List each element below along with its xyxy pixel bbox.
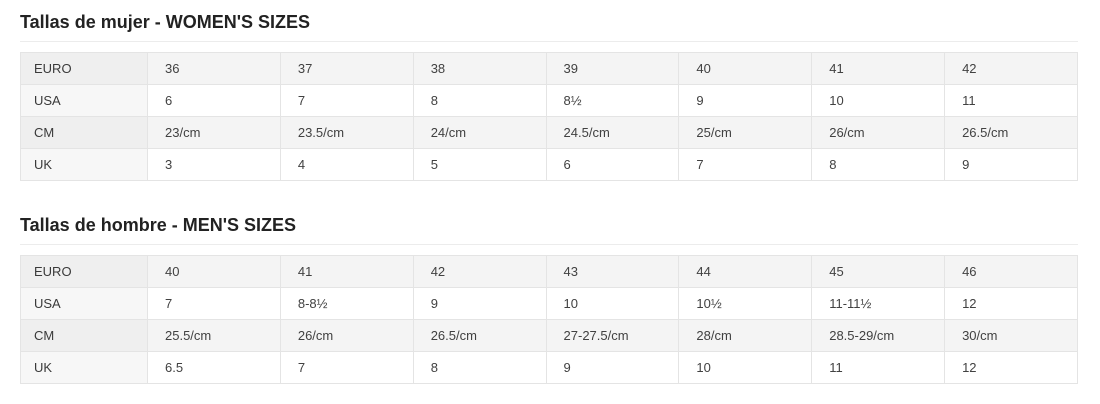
- size-cell: 6: [147, 84, 281, 117]
- size-cell: 23/cm: [147, 116, 281, 149]
- size-cell: 5: [412, 148, 547, 181]
- size-cell: 44: [678, 255, 813, 288]
- size-cell: 25.5/cm: [147, 319, 281, 352]
- row-label: CM: [20, 116, 148, 149]
- size-cell: 4: [279, 148, 414, 181]
- size-cell: 9: [678, 84, 813, 117]
- row-label: USA: [20, 84, 148, 117]
- size-cell: 36: [147, 52, 281, 85]
- size-cell: 24/cm: [412, 116, 547, 149]
- mens-sizes-title: Tallas de hombre - MEN'S SIZES: [20, 213, 1078, 245]
- size-cell: 26/cm: [279, 319, 414, 352]
- size-cell: 9: [545, 351, 680, 384]
- size-cell: 8: [412, 84, 547, 117]
- size-cell: 26.5/cm: [412, 319, 547, 352]
- section-mens-sizes: Tallas de hombre - MEN'S SIZES EURO 40 41 4…: [20, 213, 1078, 384]
- row-label: USA: [20, 287, 148, 320]
- size-cell: 43: [545, 255, 680, 288]
- size-cell: 8: [412, 351, 547, 384]
- size-cell: 9: [412, 287, 547, 320]
- section-womens-sizes: Tallas de mujer - WOMEN'S SIZES EURO 36 37…: [20, 10, 1078, 181]
- size-cell: 3: [147, 148, 281, 181]
- size-cell: 40: [147, 255, 281, 288]
- table-row: CM 23/cm 23.5/cm 24/cm 24.5/cm 25/cm 26/cm 26.5…: [20, 116, 1078, 149]
- row-label: UK: [20, 148, 148, 181]
- size-cell: 42: [944, 52, 1078, 85]
- size-cell: 42: [412, 255, 547, 288]
- size-cell: 10: [811, 84, 946, 117]
- womens-sizes-title: Tallas de mujer - WOMEN'S SIZES: [20, 10, 1078, 42]
- size-cell: 41: [279, 255, 414, 288]
- size-cell: 7: [678, 148, 813, 181]
- size-cell: 24.5/cm: [545, 116, 680, 149]
- size-cell: 25/cm: [678, 116, 813, 149]
- size-cell: 12: [944, 287, 1078, 320]
- size-cell: 26.5/cm: [944, 116, 1078, 149]
- table-row: UK 6.5 7 8 9 10 11 12: [20, 351, 1078, 384]
- size-cell: 41: [811, 52, 946, 85]
- size-cell: 10: [678, 351, 813, 384]
- size-cell: 26/cm: [811, 116, 946, 149]
- size-charts-content: Tallas de mujer - WOMEN'S SIZES EURO 36 37…: [20, 10, 1078, 384]
- size-cell: 27-27.5/cm: [545, 319, 680, 352]
- size-cell: 7: [279, 84, 414, 117]
- size-cell: 28/cm: [678, 319, 813, 352]
- size-cell: 40: [678, 52, 813, 85]
- size-cell: 38: [412, 52, 547, 85]
- size-cell: 8½: [545, 84, 680, 117]
- womens-sizes-table: EURO 36 37 38 39 40 41 42 USA 6 7 8 8½ 9 10 11 CM 23/cm 23…: [20, 52, 1078, 181]
- row-label: EURO: [20, 52, 148, 85]
- row-label: CM: [20, 319, 148, 352]
- size-cell: 12: [944, 351, 1078, 384]
- size-cell: 23.5/cm: [279, 116, 414, 149]
- table-row: USA 7 8-8½ 9 10 10½ 11-11½ 12: [20, 287, 1078, 320]
- size-cell: 37: [279, 52, 414, 85]
- mens-sizes-table: EURO 40 41 42 43 44 45 46 USA 7 8-8½ 9 10 10½ 11-11½ 12…: [20, 255, 1078, 384]
- size-cell: 46: [944, 255, 1078, 288]
- womens-sizes-table-body: EURO 36 37 38 39 40 41 42 USA 6 7 8 8½ 9 10 11 CM 23/cm 23…: [20, 52, 1078, 181]
- table-row: UK 3 4 5 6 7 8 9: [20, 148, 1078, 181]
- size-cell: 6: [545, 148, 680, 181]
- size-cell: 8-8½: [279, 287, 414, 320]
- size-cell: 9: [944, 148, 1078, 181]
- size-cell: 6.5: [147, 351, 281, 384]
- row-label: UK: [20, 351, 148, 384]
- mens-sizes-table-body: EURO 40 41 42 43 44 45 46 USA 7 8-8½ 9 10 10½ 11-11½ 12…: [20, 255, 1078, 384]
- table-row: EURO 40 41 42 43 44 45 46: [20, 255, 1078, 288]
- table-row: USA 6 7 8 8½ 9 10 11: [20, 84, 1078, 117]
- size-cell: 11: [944, 84, 1078, 117]
- size-cell: 28.5-29/cm: [811, 319, 946, 352]
- table-row: CM 25.5/cm 26/cm 26.5/cm 27-27.5/cm 28/cm 28.5…: [20, 319, 1078, 352]
- size-cell: 10: [545, 287, 680, 320]
- size-cell: 7: [279, 351, 414, 384]
- size-cell: 7: [147, 287, 281, 320]
- size-cell: 10½: [678, 287, 813, 320]
- size-cell: 30/cm: [944, 319, 1078, 352]
- table-row: EURO 36 37 38 39 40 41 42: [20, 52, 1078, 85]
- size-cell: 8: [811, 148, 946, 181]
- size-cell: 11-11½: [811, 287, 946, 320]
- size-cell: 39: [545, 52, 680, 85]
- size-cell: 11: [811, 351, 946, 384]
- row-label: EURO: [20, 255, 148, 288]
- size-cell: 45: [811, 255, 946, 288]
